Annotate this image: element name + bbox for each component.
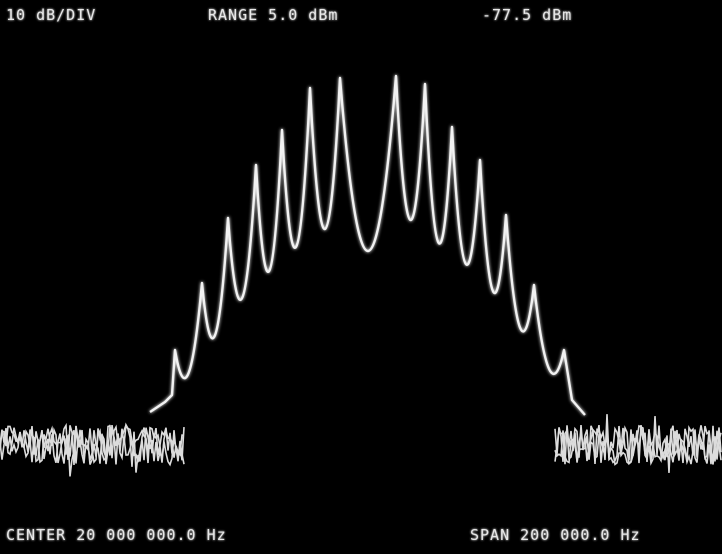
range-readout: RANGE 5.0 dBm xyxy=(208,6,339,24)
reference-level-readout: -77.5 dBm xyxy=(482,6,573,24)
noise-trace-strand xyxy=(0,423,185,477)
span-readout: SPAN 200 000.0 Hz xyxy=(470,526,641,544)
noise-trace-strand xyxy=(0,422,185,465)
spectrum-trace xyxy=(149,74,586,416)
noise-floor-right xyxy=(554,414,722,473)
noise-trace-strand xyxy=(554,424,722,466)
noise-floor-left xyxy=(0,422,185,477)
center-frequency-readout: CENTER 20 000 000.0 Hz xyxy=(6,526,227,544)
scale-readout: 10 dB/DIV xyxy=(6,6,97,24)
